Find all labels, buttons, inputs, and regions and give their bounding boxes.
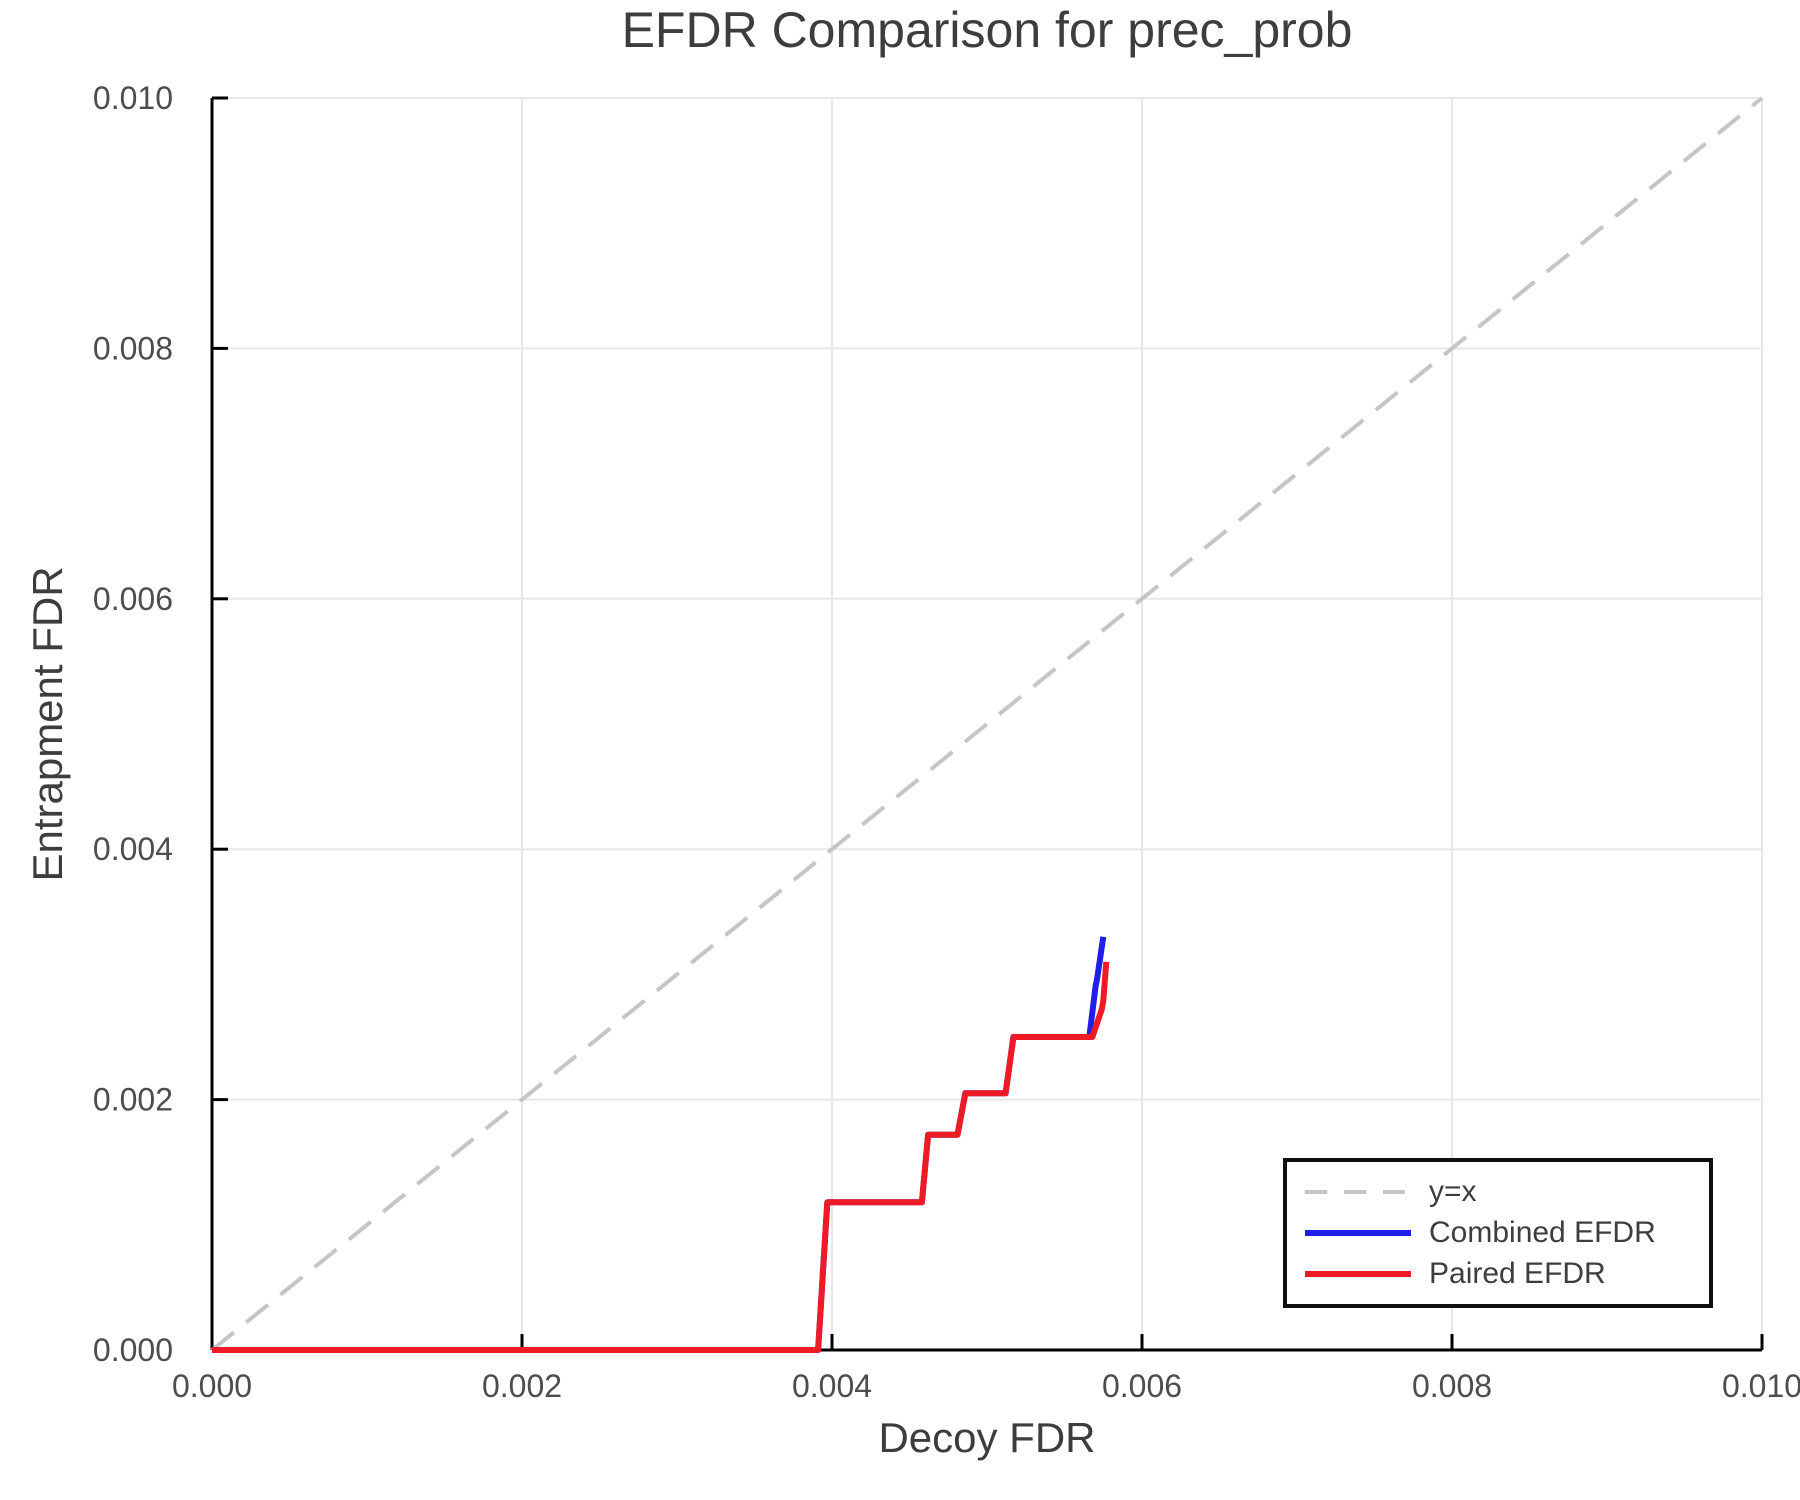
legend-item-1: Combined EFDR xyxy=(1303,1215,1709,1252)
y-tick-label: 0.002 xyxy=(93,1082,173,1118)
legend-line-sample xyxy=(1305,1190,1411,1194)
y-tick-label: 0.008 xyxy=(93,330,173,366)
legend-line-sample xyxy=(1305,1271,1411,1277)
x-tick-label: 0.002 xyxy=(482,1368,562,1404)
legend: y=x Combined EFDR Paired EFDR xyxy=(1283,1158,1713,1308)
legend-item-label: Combined EFDR xyxy=(1429,1216,1656,1249)
y-tick-label: 0.010 xyxy=(93,80,173,116)
x-axis-label: Decoy FDR xyxy=(878,1414,1096,1461)
y-axis-label: Entrapment FDR xyxy=(24,566,71,882)
x-tick-label: 0.006 xyxy=(1102,1368,1182,1404)
y-tick-label: 0.000 xyxy=(93,1332,173,1368)
series-line-2 xyxy=(212,961,1110,1353)
series-line-1 xyxy=(212,936,1107,1353)
legend-item-0: y=x xyxy=(1303,1174,1709,1211)
y-tick-label: 0.006 xyxy=(93,581,173,617)
chart-title: EFDR Comparison for prec_prob xyxy=(621,2,1353,58)
x-tick-label: 0.004 xyxy=(792,1368,872,1404)
legend-item-label: y=x xyxy=(1429,1175,1477,1208)
legend-line-sample xyxy=(1305,1230,1411,1236)
legend-item-label: Paired EFDR xyxy=(1429,1257,1606,1290)
legend-item-2: Paired EFDR xyxy=(1303,1256,1709,1293)
x-tick-label: 0.000 xyxy=(172,1368,252,1404)
y-tick-label: 0.004 xyxy=(93,831,173,867)
x-tick-label: 0.010 xyxy=(1722,1368,1800,1404)
x-tick-label: 0.008 xyxy=(1412,1368,1492,1404)
series-line-0 xyxy=(210,96,1764,1352)
